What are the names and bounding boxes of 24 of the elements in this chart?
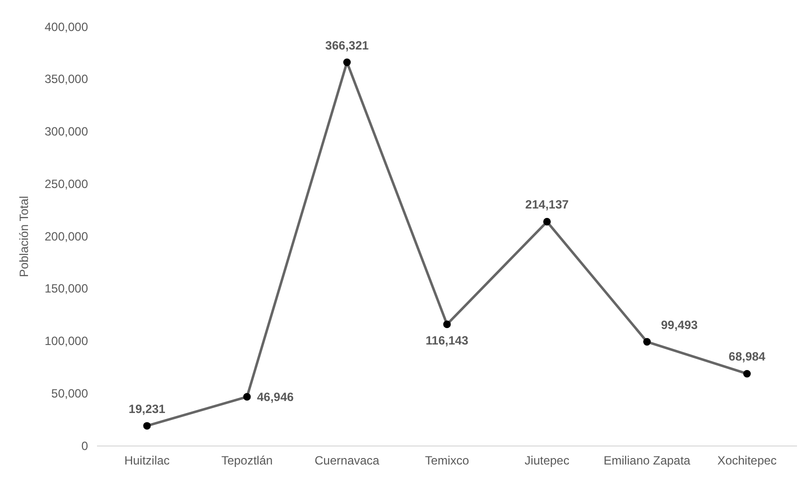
x-tick-label: Emiliano Zapata [604, 454, 691, 468]
data-label: 19,231 [128, 402, 166, 416]
data-label: 214,137 [525, 198, 570, 212]
data-label: 99,493 [661, 318, 698, 332]
data-label: 116,143 [426, 333, 469, 348]
x-tick-label: Jiutepec [524, 454, 570, 468]
y-tick-label: 300,000 [44, 124, 88, 139]
data-label: 68,984 [728, 350, 766, 364]
data-label: 46,946 [257, 390, 294, 404]
x-tick-label: Temixco [424, 454, 470, 468]
x-tick-label: Huitzilac [124, 454, 170, 468]
x-tick-label: Xochitepec [717, 454, 777, 468]
data-label: 366,321 [325, 38, 370, 52]
x-tick-label: Tepoztlán [221, 454, 273, 468]
y-tick-label: 150,000 [44, 282, 88, 296]
y-tick-label: 400,000 [44, 20, 88, 34]
y-tick-label: 100,000 [44, 334, 88, 348]
y-tick-label: 200,000 [44, 229, 88, 244]
y-tick-label: 350,000 [44, 72, 88, 86]
x-tick-label: Cuernavaca [314, 454, 380, 468]
y-tick-label: 50,000 [51, 386, 88, 400]
y-tick-label: 0 [81, 438, 88, 453]
y-axis-title: Población Total [17, 196, 31, 278]
y-tick-label: 250,000 [44, 176, 88, 191]
